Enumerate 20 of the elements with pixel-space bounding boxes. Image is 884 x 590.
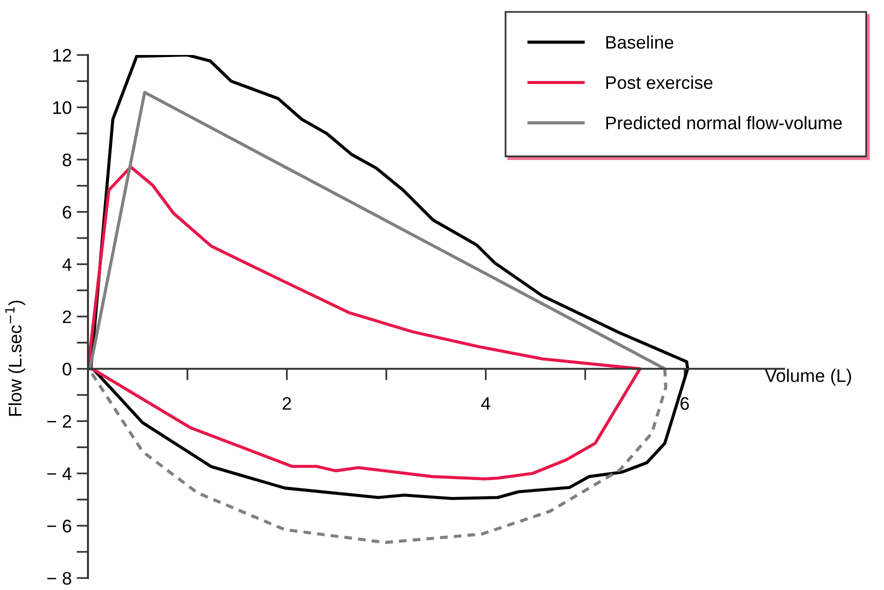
legend-label: Baseline xyxy=(606,35,674,49)
y-tick-label: − 2 xyxy=(47,415,72,428)
y-tick-label: − 4 xyxy=(47,468,72,480)
x-tick-label: 2 xyxy=(282,397,291,410)
y-tick-label: 12 xyxy=(53,48,72,62)
x-tick-label: 6 xyxy=(680,397,689,410)
line-series xyxy=(88,165,642,480)
y-axis-title: Flow (L.sec$^{−1}$) xyxy=(5,300,26,416)
y-tick-label: − 6 xyxy=(47,520,72,532)
y-tick-label: 4 xyxy=(62,258,72,271)
legend-label: Predicted normal flow-volume xyxy=(606,116,842,130)
y-tick-label: 10 xyxy=(53,101,72,114)
legend-label: Post exercise xyxy=(606,76,712,90)
y-tick-label: 6 xyxy=(62,206,72,219)
y-tick-label: 0 xyxy=(62,362,72,376)
x-axis-title: Volume (L) xyxy=(764,368,852,386)
y-tick-label: − 8 xyxy=(47,572,72,585)
y-tick-label: 2 xyxy=(62,310,72,324)
y-tick-label: 8 xyxy=(62,154,72,166)
x-tick-label: 4 xyxy=(481,397,490,410)
